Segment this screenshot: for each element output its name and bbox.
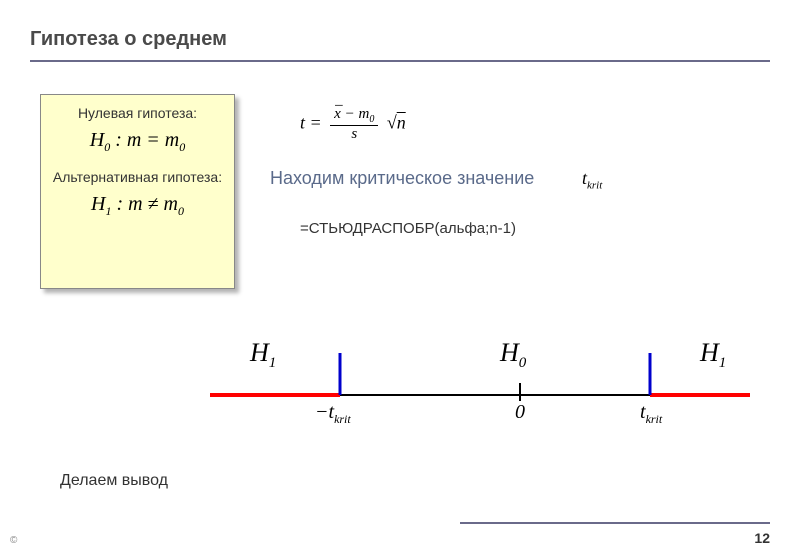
diagram-svg <box>210 320 750 460</box>
copyright-mark: © <box>10 535 17 546</box>
null-hypothesis-label: Нулевая гипотеза: <box>47 105 228 121</box>
alt-hypothesis-formula: H1 : m ≠ m0 <box>47 193 228 219</box>
title-underline <box>30 60 770 62</box>
alt-hypothesis-label: Альтернативная гипотеза: <box>47 169 228 185</box>
excel-formula: =СТЬЮДРАСПОБР(альфа;n-1) <box>300 220 516 237</box>
critical-value-text: Находим критическое значение <box>270 168 534 189</box>
conclusion-text: Делаем вывод <box>60 472 168 490</box>
label-h0: H0 <box>500 338 526 372</box>
label-h1-right: H1 <box>700 338 726 372</box>
tkrit-symbol: tkrit <box>582 168 602 192</box>
label-pos-tkrit: tkrit <box>640 401 662 427</box>
hypothesis-box: Нулевая гипотеза: H0 : m = m0 Альтернати… <box>40 94 235 289</box>
label-zero: 0 <box>515 401 525 424</box>
slide-title: Гипотеза о среднем <box>30 28 227 51</box>
footer-line <box>460 522 770 524</box>
t-statistic-formula: t = x − m0 s √n <box>300 106 406 143</box>
page-number: 12 <box>754 530 770 546</box>
label-neg-tkrit: −tkrit <box>315 401 351 427</box>
label-h1-left: H1 <box>250 338 276 372</box>
null-hypothesis-formula: H0 : m = m0 <box>47 129 228 155</box>
hypothesis-test-diagram: H1 H0 H1 −tkrit 0 tkrit <box>210 320 750 460</box>
